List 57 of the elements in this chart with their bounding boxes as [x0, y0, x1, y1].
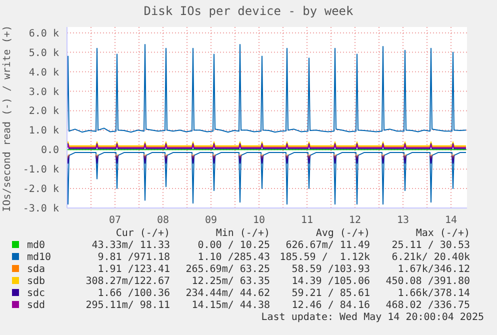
text: 0.00 / 10.25: [196, 240, 270, 252]
text: 1.10 /285.43: [196, 252, 270, 264]
text: Avg (-/+): [314, 228, 370, 240]
legend-label: sdd: [26, 300, 46, 312]
x-tick-label: 09: [204, 215, 218, 226]
legend-label: sdb: [26, 276, 46, 288]
text: 450.08 /391.80: [384, 276, 470, 288]
x-tick-label: 10: [252, 215, 266, 226]
text: 12.25m/ 63.35: [190, 276, 270, 288]
text: 1.91 /123.41: [96, 264, 170, 276]
text: 295.11m/ 98.11: [84, 300, 170, 312]
y-tick-label: -2.0 k: [22, 184, 59, 196]
y-tick-label: 3.0 k: [28, 86, 59, 98]
y-axis-title: IOs/second read (-) / write (+): [2, 24, 13, 212]
text: 14.39 /105.06: [290, 276, 370, 288]
y-tick-label: 2.0 k: [28, 106, 59, 118]
legend-label: md0: [26, 240, 46, 252]
y-tick-label: 6.0 k: [28, 28, 59, 40]
text: 9.81 /971.18: [96, 252, 170, 264]
x-tick-label: 13: [396, 215, 410, 226]
x-tick-label: 14: [444, 215, 458, 226]
text: 6.21k/ 20.40k: [390, 252, 470, 264]
y-tick-label: 0.0: [40, 145, 59, 156]
text: 58.59 /103.93: [290, 264, 370, 276]
y-tick-label: 1.0 k: [28, 126, 59, 137]
y-tick-label: -3.0 k: [22, 204, 59, 215]
text: 12.46 / 84.16: [290, 300, 370, 312]
legend-label: sdc: [26, 288, 46, 300]
text: 234.44m/ 44.62: [184, 288, 270, 300]
text: 1.66 /100.36: [96, 288, 170, 300]
text: 59.21 / 85.61: [290, 288, 370, 300]
text: 1.67k/346.12: [396, 264, 470, 276]
text: 25.11 / 30.53: [390, 240, 470, 252]
legend-label: md10: [26, 252, 52, 264]
legend-label: sda: [26, 264, 46, 276]
text: Cur (-/+): [114, 228, 170, 240]
text: 626.67m/ 11.49: [284, 240, 370, 252]
x-tick-label: 07: [108, 215, 122, 226]
text: 1.66k/378.14: [396, 288, 470, 300]
line-series: [67, 44, 466, 133]
text: 43.33m/ 11.33: [90, 240, 170, 252]
y-tick-label: 4.0 k: [28, 67, 59, 78]
y-tick-label: 5.0 k: [28, 48, 59, 59]
text: 265.69m/ 63.25: [184, 264, 270, 276]
chart-title: Disk IOs per device - by week: [142, 4, 354, 18]
text: 14.15m/ 44.38: [190, 300, 270, 312]
text: Min (-/+): [214, 228, 270, 240]
x-tick-label: 08: [156, 215, 170, 226]
line-series: [67, 152, 466, 205]
x-tick-label: 11: [300, 215, 314, 226]
text: Max (-/+): [414, 228, 470, 240]
text: Last update: Wed May 14 20:00:04 2025: [260, 312, 484, 324]
x-tick-label: 12: [348, 215, 362, 226]
y-tick-label: -1.0 k: [22, 164, 59, 176]
text: 185.59 / 1.12k: [278, 252, 370, 264]
text: 468.02 /336.75: [384, 300, 470, 312]
text: 308.27m/122.67: [84, 276, 170, 288]
